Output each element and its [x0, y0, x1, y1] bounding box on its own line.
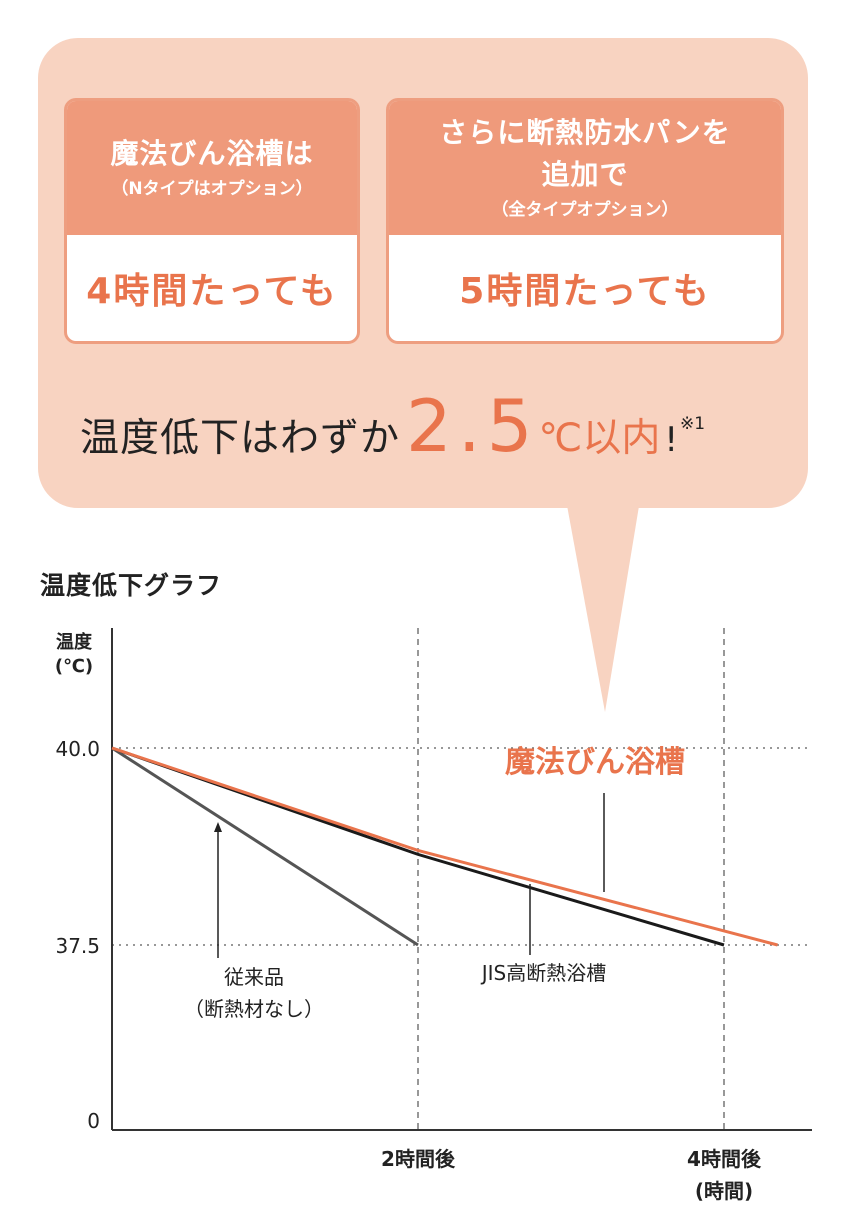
series-label-conventional-line-0: 従来品	[224, 965, 284, 989]
leader-arrow-conventional	[214, 822, 222, 832]
headline-number: 2.5	[406, 384, 539, 468]
card-insulated-pan-header: さらに断熱防水パンを 追加で （全タイプオプション）	[389, 101, 781, 235]
y-axis-label-line-1: (℃)	[55, 656, 93, 677]
card-insulated-pan-title-line1: さらに断熱防水パンを	[439, 116, 731, 149]
card-insulated-pan: さらに断熱防水パンを 追加で （全タイプオプション） 5時間たっても	[386, 98, 784, 344]
card-insulated-pan-title-line2: 追加で	[541, 158, 629, 191]
series-label-magic-bath: 魔法びん浴槽	[505, 745, 685, 780]
card-magic-bath-header: 魔法びん浴槽は （Nタイプはオプション）	[67, 101, 357, 235]
card-magic-bath: 魔法びん浴槽は （Nタイプはオプション） 4時間たっても	[64, 98, 360, 344]
card-magic-bath-subtitle: （Nタイプはオプション）	[111, 179, 313, 199]
series-line-2	[111, 746, 419, 947]
x-tick-label-1: 4時間後	[687, 1147, 762, 1171]
card-magic-bath-title: 魔法びん浴槽は	[110, 137, 314, 170]
y-tick-label-0: 40.0	[55, 737, 100, 761]
y-tick-label-1: 37.5	[55, 934, 100, 958]
chart-title: 温度低下グラフ	[40, 571, 223, 600]
headline-exclaim: !	[664, 420, 678, 460]
headline-lead: 温度低下はわずか	[80, 416, 401, 461]
headline: 温度低下はわずか 2.5 ℃以内 ! ※1	[80, 384, 705, 494]
card-magic-bath-value: 4時間たっても	[86, 271, 338, 312]
y-tick-label-2: 0	[87, 1109, 100, 1133]
series-label-jis: JIS高断熱浴槽	[480, 961, 607, 985]
headline-footnote: ※1	[679, 414, 706, 434]
card-insulated-pan-subtitle: （全タイプオプション）	[491, 200, 679, 220]
y-axis-label-line-0: 温度	[56, 631, 93, 653]
x-axis-unit: (時間)	[695, 1179, 753, 1203]
x-tick-label-0: 2時間後	[381, 1147, 456, 1171]
series-label-conventional-line-1: （断熱材なし）	[184, 997, 324, 1021]
series-line-0	[111, 746, 778, 947]
headline-unit: ℃以内	[538, 416, 661, 461]
card-insulated-pan-value: 5時間たっても	[459, 271, 711, 312]
